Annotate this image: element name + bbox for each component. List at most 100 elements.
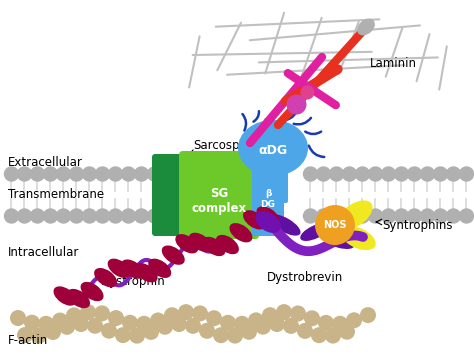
Text: β
DG: β DG (261, 189, 275, 209)
Circle shape (303, 209, 318, 223)
Circle shape (206, 310, 222, 326)
FancyBboxPatch shape (258, 169, 288, 203)
Circle shape (301, 85, 314, 99)
Ellipse shape (94, 268, 117, 287)
Circle shape (94, 305, 110, 321)
Circle shape (95, 209, 109, 223)
Ellipse shape (202, 237, 225, 256)
Circle shape (459, 209, 474, 223)
Circle shape (286, 94, 307, 115)
Ellipse shape (67, 289, 90, 308)
Circle shape (447, 209, 461, 223)
Circle shape (24, 315, 40, 331)
Ellipse shape (337, 200, 373, 229)
Circle shape (394, 167, 409, 181)
Circle shape (95, 167, 109, 181)
Circle shape (420, 167, 435, 181)
Ellipse shape (135, 263, 158, 282)
Circle shape (56, 167, 71, 181)
Circle shape (339, 324, 355, 340)
Ellipse shape (189, 233, 212, 252)
Circle shape (408, 209, 421, 223)
Circle shape (269, 316, 285, 332)
Ellipse shape (238, 120, 308, 176)
Circle shape (317, 167, 330, 181)
Circle shape (147, 209, 162, 223)
Text: Intracellular: Intracellular (8, 245, 79, 258)
Circle shape (360, 307, 376, 323)
Ellipse shape (108, 258, 131, 278)
Circle shape (447, 167, 461, 181)
Circle shape (4, 209, 18, 223)
Circle shape (108, 310, 124, 326)
Circle shape (135, 167, 148, 181)
Circle shape (434, 167, 447, 181)
Circle shape (30, 209, 45, 223)
Circle shape (241, 324, 257, 340)
Circle shape (44, 209, 57, 223)
Ellipse shape (121, 260, 144, 279)
Circle shape (164, 307, 180, 323)
Circle shape (87, 318, 103, 334)
Circle shape (199, 323, 215, 339)
Circle shape (4, 167, 18, 181)
Circle shape (220, 315, 236, 331)
Ellipse shape (162, 245, 185, 265)
Circle shape (276, 304, 292, 320)
Circle shape (382, 167, 395, 181)
Circle shape (18, 167, 31, 181)
Circle shape (318, 315, 334, 331)
Circle shape (82, 167, 97, 181)
Circle shape (30, 167, 45, 181)
Circle shape (171, 316, 187, 332)
Ellipse shape (326, 235, 355, 249)
Circle shape (70, 209, 83, 223)
Circle shape (157, 319, 173, 335)
Circle shape (434, 209, 447, 223)
Circle shape (109, 209, 122, 223)
Ellipse shape (54, 286, 76, 306)
Circle shape (329, 209, 344, 223)
Ellipse shape (216, 235, 239, 254)
Circle shape (121, 209, 136, 223)
Circle shape (135, 209, 148, 223)
Text: Sarcospan: Sarcospan (193, 139, 254, 151)
Circle shape (82, 209, 97, 223)
Ellipse shape (175, 234, 198, 253)
Circle shape (262, 307, 278, 323)
Circle shape (213, 327, 229, 343)
Circle shape (44, 167, 57, 181)
Circle shape (192, 305, 208, 321)
Circle shape (185, 318, 201, 334)
Circle shape (290, 306, 306, 322)
Circle shape (394, 209, 409, 223)
Circle shape (420, 209, 435, 223)
Ellipse shape (148, 259, 171, 278)
Circle shape (297, 323, 313, 339)
FancyBboxPatch shape (152, 154, 186, 236)
Circle shape (70, 167, 83, 181)
Circle shape (408, 167, 421, 181)
Text: Dystrophin: Dystrophin (100, 276, 165, 289)
Circle shape (317, 209, 330, 223)
Ellipse shape (256, 206, 280, 226)
Circle shape (129, 328, 145, 344)
Circle shape (368, 167, 383, 181)
Circle shape (10, 310, 26, 326)
Text: Syntrophins: Syntrophins (382, 219, 453, 232)
Text: F-actin: F-actin (8, 334, 48, 347)
Circle shape (346, 312, 362, 328)
Ellipse shape (357, 19, 375, 35)
Circle shape (343, 209, 356, 223)
Circle shape (17, 327, 33, 343)
Circle shape (101, 323, 117, 339)
Ellipse shape (255, 211, 281, 233)
Circle shape (283, 318, 299, 334)
Circle shape (150, 313, 166, 329)
Circle shape (18, 209, 31, 223)
Circle shape (136, 316, 152, 332)
Circle shape (122, 315, 138, 331)
Circle shape (38, 316, 54, 332)
Circle shape (66, 307, 82, 323)
Circle shape (329, 167, 344, 181)
